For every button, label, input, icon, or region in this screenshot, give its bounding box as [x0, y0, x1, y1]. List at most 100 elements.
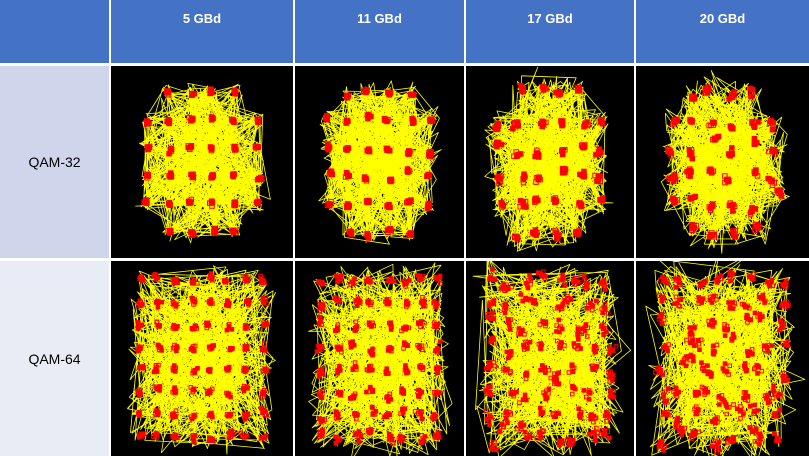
symbol-marker — [757, 312, 762, 318]
symbol-marker — [697, 282, 703, 288]
symbol-marker — [156, 347, 162, 353]
symbol-marker — [730, 228, 736, 234]
symbol-marker — [512, 120, 518, 127]
symbol-marker — [658, 277, 663, 283]
symbol-marker — [601, 332, 606, 338]
symbol-marker — [698, 337, 704, 343]
symbol-marker — [554, 323, 560, 328]
symbol-marker — [589, 307, 595, 313]
symbol-marker — [557, 442, 562, 448]
symbol-marker — [264, 367, 270, 372]
symbol-marker — [556, 370, 561, 376]
symbol-marker — [693, 411, 699, 417]
symbol-marker — [538, 405, 543, 411]
symbol-marker — [188, 143, 195, 149]
symbol-marker — [714, 444, 720, 449]
symbol-marker — [384, 202, 391, 209]
symbol-marker — [709, 201, 716, 208]
symbol-marker — [156, 324, 162, 329]
symbol-marker — [751, 271, 757, 277]
symbol-marker — [743, 368, 749, 374]
symbol-marker — [230, 172, 236, 178]
constellation-qam32-20gbd — [636, 66, 809, 258]
symbol-marker — [689, 227, 695, 233]
symbol-marker — [575, 87, 581, 93]
symbol-marker — [560, 275, 566, 281]
symbol-marker — [782, 373, 787, 379]
symbol-marker — [703, 278, 709, 284]
symbol-marker — [328, 198, 334, 205]
symbol-marker — [766, 399, 772, 405]
symbol-marker — [710, 344, 716, 349]
corner-cell — [0, 0, 109, 63]
symbol-marker — [387, 434, 393, 440]
symbol-marker — [600, 279, 605, 285]
symbol-marker — [539, 410, 545, 416]
symbol-marker — [241, 383, 247, 389]
symbol-marker — [677, 418, 683, 423]
symbol-marker — [576, 231, 582, 237]
symbol-marker — [755, 371, 760, 376]
symbol-marker — [264, 322, 269, 328]
symbol-marker — [415, 342, 420, 348]
symbol-marker — [525, 282, 530, 287]
symbol-marker — [765, 175, 771, 182]
symbol-marker — [386, 204, 392, 210]
symbol-marker — [157, 344, 162, 350]
symbol-marker — [523, 297, 529, 302]
column-header-17gbd: 17 GBd — [466, 0, 634, 63]
symbol-marker — [554, 305, 560, 311]
symbol-marker — [727, 437, 733, 442]
symbol-marker — [749, 276, 755, 282]
symbol-marker — [368, 302, 373, 308]
symbol-marker — [222, 278, 227, 284]
symbol-marker — [701, 365, 707, 371]
symbol-marker — [418, 411, 424, 417]
symbol-marker — [557, 345, 562, 351]
symbol-marker — [591, 419, 596, 425]
symbol-marker — [558, 439, 563, 445]
constellation-qam64-20gbd — [636, 261, 809, 456]
symbol-marker — [425, 172, 432, 178]
symbol-marker — [232, 199, 239, 205]
symbol-marker — [778, 392, 783, 397]
symbol-marker — [708, 170, 715, 176]
constellation-qam64-5gbd — [111, 261, 293, 456]
symbol-marker — [752, 123, 758, 129]
symbol-marker — [264, 301, 270, 307]
symbol-marker — [495, 139, 502, 146]
symbol-marker — [485, 385, 491, 390]
symbol-marker — [682, 356, 688, 361]
symbol-marker — [593, 415, 599, 420]
symbol-marker — [687, 325, 693, 330]
symbol-marker — [522, 332, 527, 337]
symbol-marker — [687, 168, 694, 174]
symbol-marker — [727, 275, 732, 280]
symbol-marker — [730, 201, 736, 208]
symbol-marker — [526, 433, 532, 438]
symbol-marker — [317, 308, 322, 314]
symbol-marker — [710, 136, 716, 143]
symbol-marker — [671, 198, 677, 204]
symbol-marker — [335, 367, 341, 373]
symbol-marker — [173, 408, 179, 413]
symbol-marker — [714, 449, 719, 455]
symbol-marker — [224, 412, 230, 417]
symbol-marker — [146, 120, 152, 127]
symbol-marker — [724, 323, 730, 329]
symbol-marker — [153, 431, 159, 436]
symbol-marker — [766, 342, 772, 348]
symbol-marker — [154, 435, 160, 440]
symbol-marker — [602, 432, 607, 437]
symbol-marker — [581, 173, 588, 180]
symbol-marker — [207, 299, 213, 305]
symbol-marker — [261, 407, 267, 413]
symbol-marker — [756, 364, 762, 370]
symbol-marker — [587, 391, 593, 396]
symbol-marker — [491, 340, 497, 346]
symbol-marker — [543, 319, 549, 325]
symbol-marker — [687, 151, 693, 158]
symbol-marker — [490, 335, 496, 341]
symbol-marker — [263, 295, 269, 301]
symbol-marker — [752, 227, 758, 233]
